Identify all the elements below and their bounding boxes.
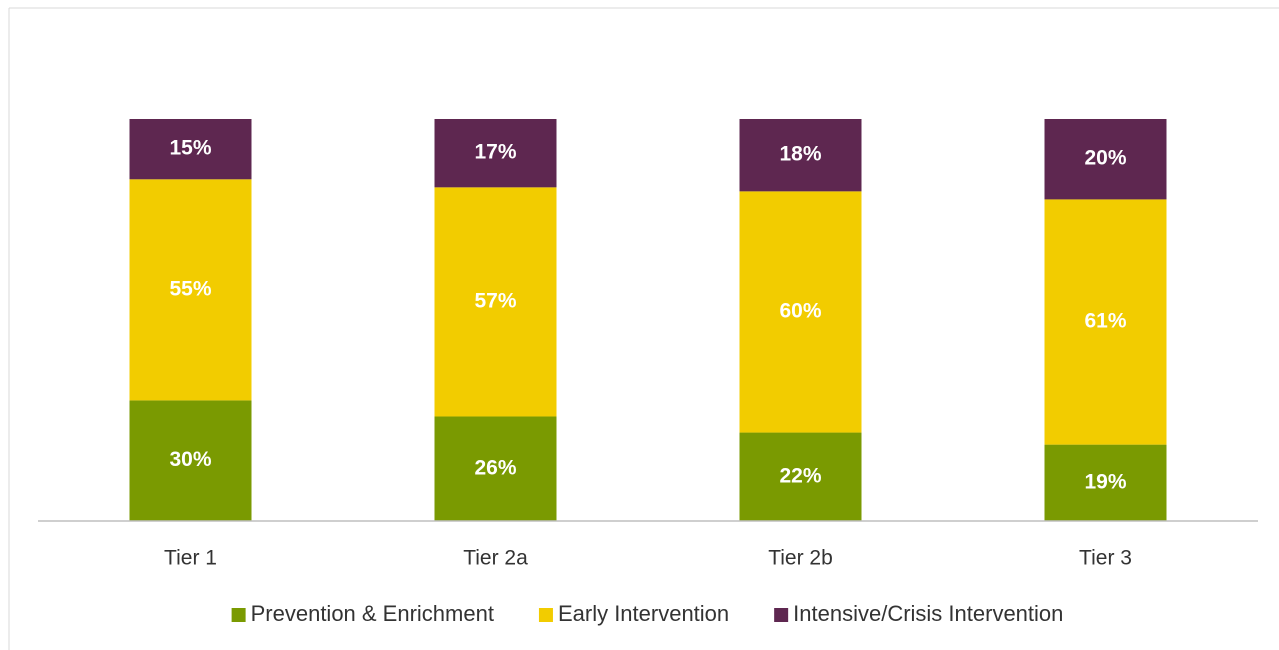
bar-segment (739, 432, 862, 521)
bar-segment (739, 119, 862, 192)
legend-swatch (774, 608, 789, 622)
bar-segment (1044, 444, 1167, 521)
x-tick-label: Tier 2b (768, 547, 833, 570)
value-label: 57% (474, 289, 516, 312)
bar-segment (1044, 199, 1167, 445)
bar-segment (434, 416, 557, 521)
legend-label: Prevention & Enrichment (251, 601, 494, 626)
bar-segment (739, 191, 862, 433)
value-label: 22% (779, 464, 821, 487)
x-tick-label: Tier 3 (1079, 547, 1132, 570)
value-label: 55% (169, 277, 211, 300)
bar-segment (434, 187, 557, 417)
value-label: 61% (1084, 310, 1126, 333)
x-tick-label: Tier 1 (164, 547, 217, 570)
value-label: 20% (1084, 147, 1126, 170)
value-label: 15% (169, 137, 211, 160)
value-label: 30% (169, 448, 211, 471)
value-label: 19% (1084, 470, 1126, 493)
legend-swatch (231, 608, 246, 622)
bar-segment (129, 400, 252, 521)
value-label: 17% (474, 141, 516, 164)
legend-swatch (538, 608, 553, 622)
value-label: 26% (474, 456, 516, 479)
legend-label: Intensive/Crisis Intervention (793, 601, 1063, 626)
bar-segment (129, 179, 252, 401)
value-label: 18% (779, 143, 821, 166)
bar-segment (434, 119, 557, 188)
bar-segment (129, 119, 252, 180)
bar-segment (1044, 119, 1167, 200)
x-tick-label: Tier 2a (463, 547, 528, 570)
legend-label: Early Intervention (558, 601, 729, 626)
value-label: 60% (779, 300, 821, 323)
